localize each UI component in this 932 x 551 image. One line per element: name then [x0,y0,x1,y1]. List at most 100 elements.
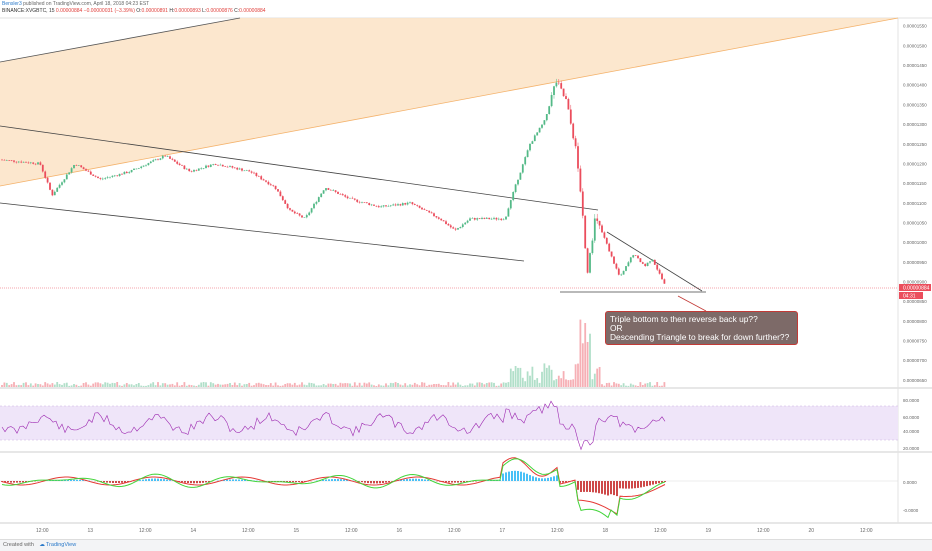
footer-brand[interactable]: TradingView [46,542,76,548]
macd-hist-bar [604,481,606,495]
volume-bar [114,383,116,387]
macd-hist-bar [412,479,414,481]
candle-body [196,170,198,171]
candle-body [241,169,243,171]
volume-bar [102,384,104,387]
volume-bar [37,384,39,387]
macd-hist-bar [616,481,618,496]
macd-hist-bar [658,481,660,483]
candle-body [577,146,579,168]
volume-bar [337,386,339,388]
candle-body [565,96,567,99]
candle-body [232,166,234,168]
macd-hist-bar [529,475,531,481]
macd-hist-bar [289,481,291,482]
volume-bar [251,386,253,387]
volume-bar [136,384,138,387]
tradingview-logo-icon[interactable]: ☁ [39,542,45,548]
volume-bar [294,383,296,387]
macd-hist-bar [586,481,588,492]
volume-bar [23,383,25,387]
macd-hist-bar [592,481,594,492]
candle-body [92,175,94,176]
volume-bar [380,385,382,387]
candle-body [342,194,344,195]
candle-body [37,162,39,164]
volume-bar [594,374,596,387]
macd-hist-bar [655,481,657,484]
volume-bar [587,342,589,387]
macd-hist-bar [295,481,297,482]
candle-body [428,211,430,213]
macd-histogram [1,471,666,496]
macd-hist-bar [652,481,654,485]
volume-bar [539,383,541,387]
volume-bar [440,385,442,387]
macd-hist-bar [418,479,420,481]
volume-bar [476,383,478,388]
volume-bar [328,384,330,387]
volume-bar [354,382,356,387]
volume-bar [551,370,553,387]
candle-body [536,132,538,135]
candle-body [601,226,603,233]
volume-bar [124,384,126,387]
volume-bar [397,383,399,387]
candle-body [551,95,553,106]
volume-bar [200,383,202,388]
macd-hist-bar [232,479,234,481]
candle-body [239,169,241,170]
volume-bar [332,384,334,387]
macd-label-zero: 0.0000 [903,480,917,485]
volume-bar [512,371,514,387]
macd-hist-bar [424,480,426,482]
volume-bar [527,371,529,387]
macd-hist-bar [331,479,333,481]
price-label: 0.00000750 [903,339,927,344]
macd-hist-bar [115,481,117,483]
price-axis-labels: 0.000015500.000015000.000014500.00001400… [903,24,927,383]
volume-bar [138,383,140,387]
price-label: 0.00000800 [903,319,927,324]
volume-bar [659,386,661,387]
rsi-label-80: 80.0000 [903,398,920,403]
volume-bar [296,385,298,387]
candle-body [472,218,474,219]
volume-bar [210,382,212,387]
volume-bar [618,384,620,387]
macd-hist-bar [376,481,378,483]
volume-bar [613,382,615,387]
candle-body [61,182,63,185]
candle-body [337,192,339,194]
candle-body [376,206,378,207]
volume-bar [589,334,591,387]
macd-hist-bar [190,481,192,483]
macd-line[interactable] [2,459,665,518]
candle-body [352,198,354,199]
volume-bar [335,384,337,387]
volume-bar [229,383,231,387]
macd-hist-bar [229,480,231,482]
candle-body [635,255,637,256]
candle-body [568,99,570,110]
volume-bar [443,385,445,387]
candle-body [371,205,373,206]
volume-bar [426,386,428,387]
candle-body [443,220,445,221]
volume-bar [76,385,78,387]
macd-hist-bar [511,471,513,481]
candle-body [637,256,639,259]
candle-body [56,188,58,192]
volume-bar [508,382,510,387]
volume-bar [640,382,642,387]
descending-trend-lower[interactable] [0,203,524,261]
macd-hist-bar [148,479,150,481]
volume-bar [500,384,502,388]
annotation-callout[interactable]: Triple bottom to then reverse back up?? … [605,311,798,345]
candle-body [251,172,253,173]
candle-body [452,227,454,228]
candle-body [35,164,37,165]
candle-body [512,192,514,200]
macd-hist-bar [538,478,540,481]
